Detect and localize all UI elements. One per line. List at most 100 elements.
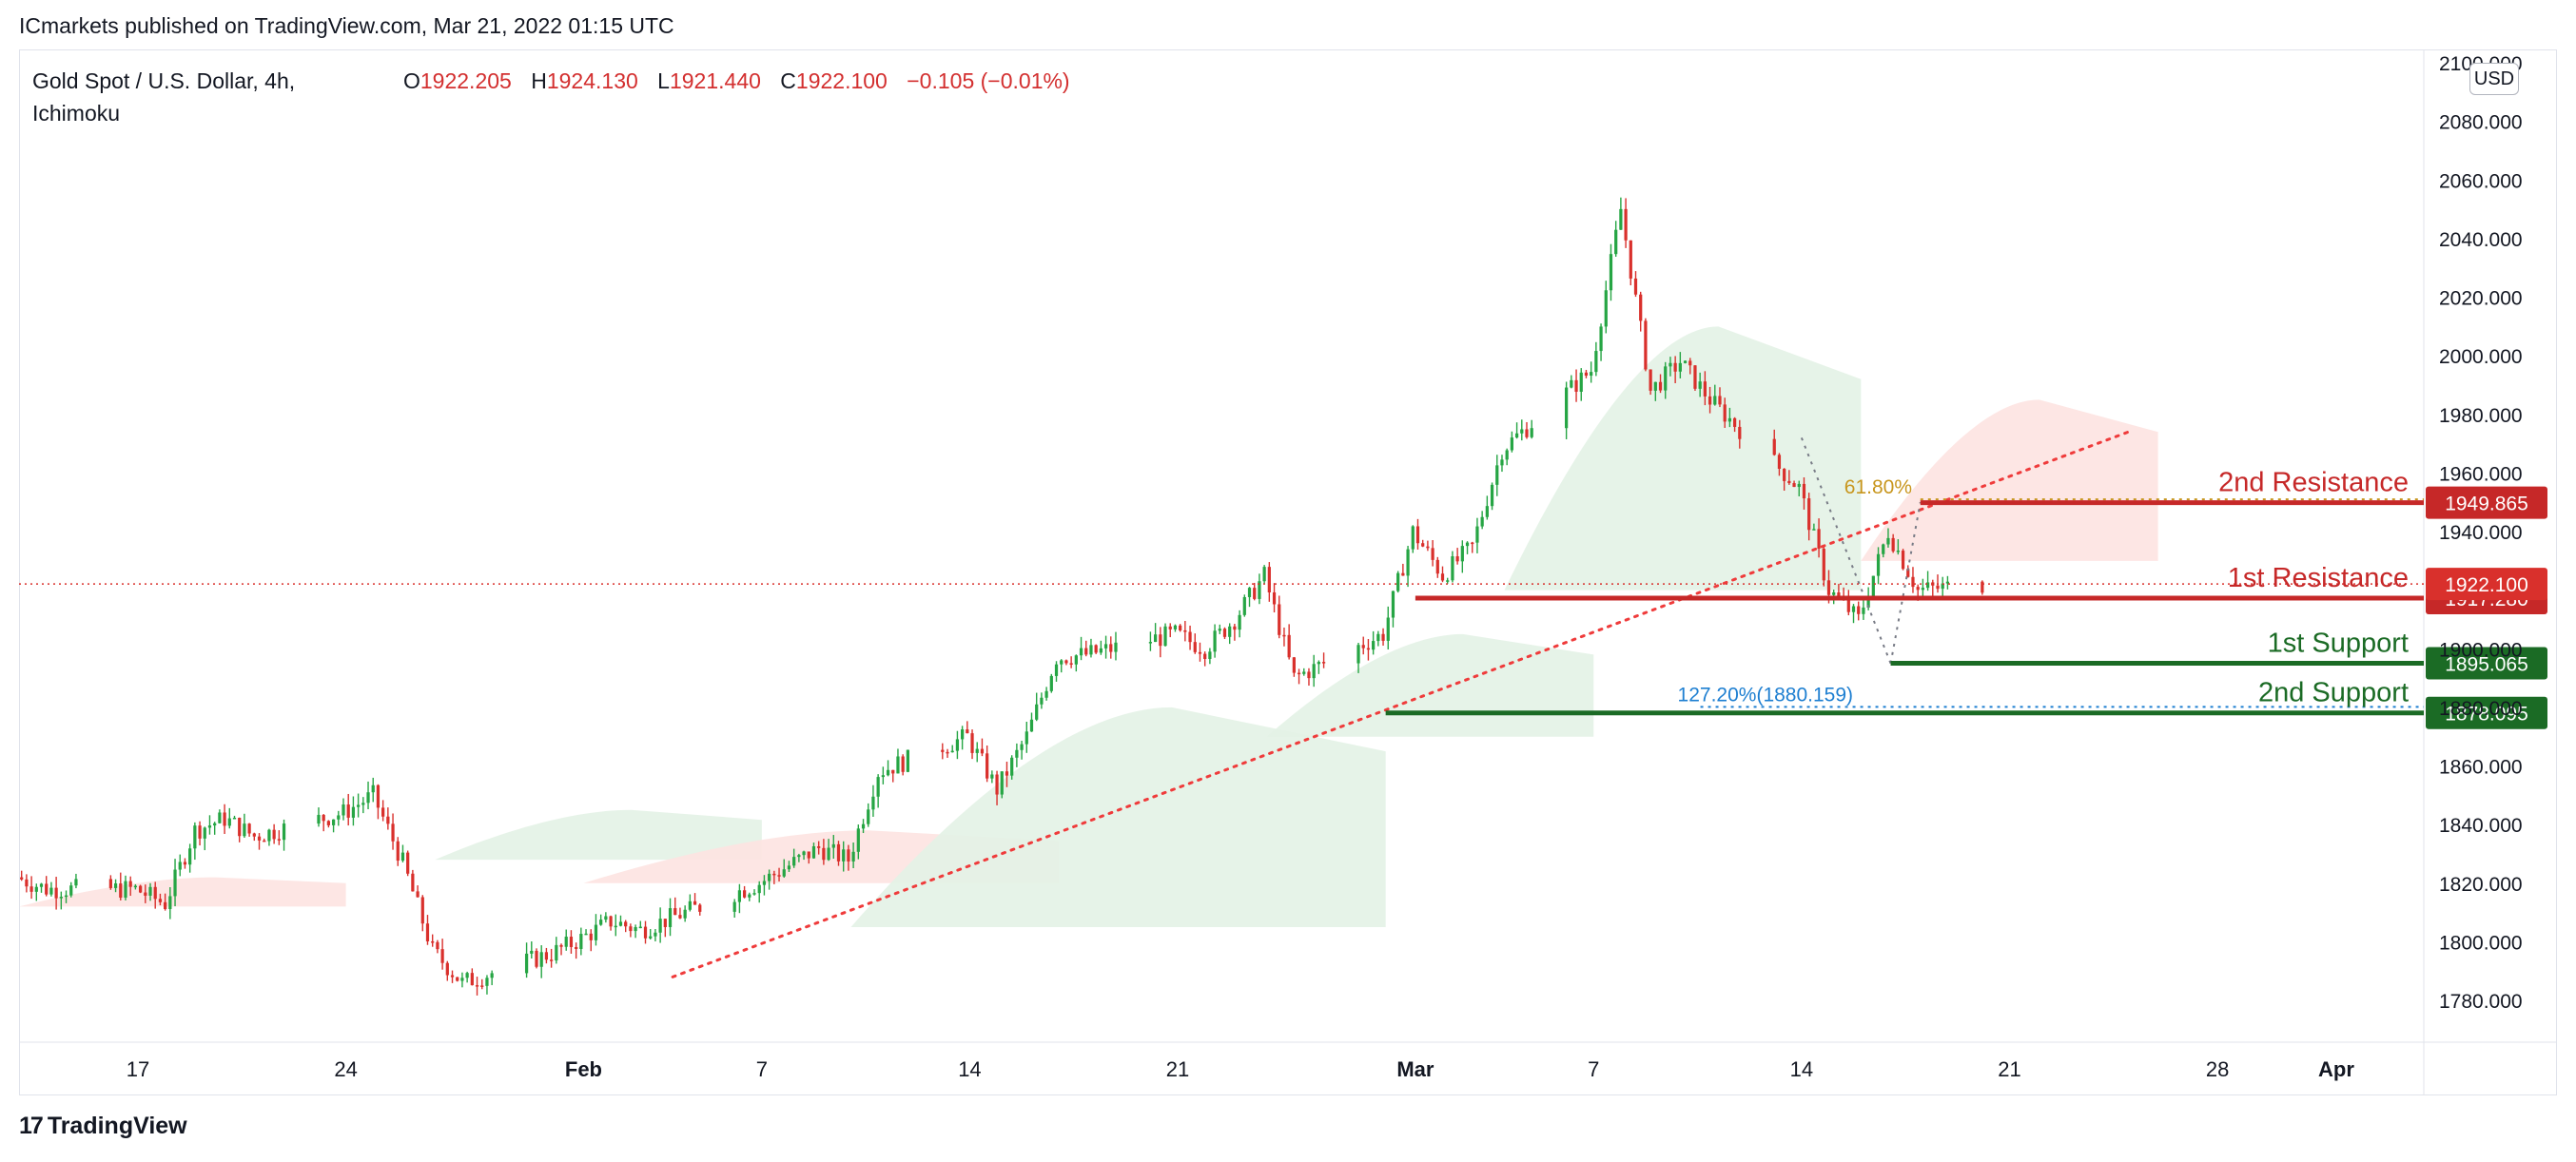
candle-body-109	[649, 936, 653, 939]
candle-body-84	[524, 953, 529, 974]
candle-body-316	[1851, 606, 1856, 612]
close-label: C	[780, 68, 796, 93]
candle-body-201	[1193, 642, 1197, 652]
candle-body-202	[1198, 651, 1202, 654]
candle-body-311	[1826, 580, 1831, 595]
candle-body-233	[1381, 633, 1385, 641]
x-tick-label-0: 17	[127, 1057, 149, 1081]
candle-body-293	[1708, 396, 1712, 405]
candle-body-283	[1658, 381, 1663, 391]
candle-body-140	[831, 843, 835, 848]
candle-body-107	[638, 926, 642, 929]
level-tag-label-3: 1878.095	[2445, 704, 2528, 726]
open-value: 1922.205	[420, 68, 512, 93]
candle-body-47	[282, 823, 286, 841]
level-tag-0	[2426, 486, 2547, 519]
candle-body-45	[272, 829, 276, 840]
candle-body-244	[1435, 559, 1439, 574]
candle-body-317	[1857, 606, 1861, 614]
candle-body-174	[1029, 719, 1034, 732]
candle-body-48	[317, 814, 321, 824]
candle-body-280	[1644, 320, 1648, 370]
candle-body-68	[416, 891, 420, 898]
x-tick-label-1: 24	[334, 1057, 357, 1081]
candle-body-294	[1713, 396, 1717, 405]
candle-body-82	[485, 978, 489, 986]
candle-body-175	[1035, 704, 1039, 720]
candle-body-155	[906, 749, 909, 772]
candle-body-5	[45, 883, 49, 895]
candle-body-273	[1609, 254, 1613, 291]
candle-body-76	[456, 977, 459, 981]
currency-button[interactable]: USD	[2469, 63, 2519, 95]
symbol-title[interactable]: Gold Spot / U.S. Dollar, 4h,	[32, 68, 296, 93]
candle-body-56	[357, 804, 361, 807]
candle-body-43	[263, 840, 266, 842]
candle-body-216	[1267, 567, 1271, 592]
candle-body-324	[1891, 537, 1895, 552]
candle-body-267	[1579, 372, 1583, 392]
y-tick-label-0: 1780.000	[2439, 991, 2523, 1013]
tradingview-logo[interactable]: 17 TradingView	[19, 1113, 187, 1140]
candle-body-198	[1179, 625, 1182, 630]
candle-body-57	[361, 803, 365, 805]
candle-body-168	[1000, 771, 1004, 795]
candle-body-25	[173, 869, 177, 897]
candle-body-37	[232, 817, 237, 820]
candle-body-14	[119, 883, 123, 898]
swing-line-1	[1889, 502, 1922, 664]
candle-body-49	[322, 814, 325, 822]
candle-body-171	[1015, 749, 1019, 758]
candle-body-99	[599, 920, 603, 925]
candle-body-38	[238, 817, 242, 837]
candle-body-29	[193, 825, 197, 849]
candle-body-255	[1490, 484, 1494, 507]
candle-body-187	[1094, 645, 1098, 653]
candle-body-264	[1565, 387, 1569, 429]
candle-body-149	[876, 777, 880, 797]
candle-body-254	[1485, 506, 1489, 517]
candle-body-133	[797, 855, 801, 858]
ichimoku-cloud-0	[19, 877, 346, 907]
candle-body-136	[811, 846, 816, 859]
candle-body-93	[569, 937, 574, 947]
candle-body-303	[1787, 480, 1791, 484]
candle-body-212	[1247, 588, 1252, 597]
candle-body-46	[277, 839, 281, 841]
candle-body-230	[1366, 648, 1371, 650]
candle-body-6	[49, 887, 53, 895]
candle-body-271	[1599, 326, 1603, 352]
candle-body-222	[1297, 672, 1301, 675]
candle-body-287	[1678, 362, 1682, 372]
candle-body-102	[614, 925, 617, 928]
candle-body-96	[584, 933, 588, 936]
candle-body-11	[74, 879, 78, 886]
candle-body-231	[1372, 641, 1376, 650]
indicator-label[interactable]: Ichimoku	[32, 101, 121, 126]
candle-body-172	[1020, 744, 1024, 750]
candle-body-123	[748, 894, 751, 898]
candle-body-159	[955, 739, 960, 751]
close-value: 1922.100	[795, 68, 888, 93]
candle-body-67	[411, 873, 415, 892]
candle-body-166	[990, 774, 994, 779]
candle-body-128	[772, 873, 776, 876]
y-tick-label-12: 2020.000	[2439, 288, 2523, 310]
candle-body-195	[1163, 626, 1167, 647]
candle-body-266	[1574, 379, 1578, 392]
candle-body-245	[1440, 573, 1445, 581]
candle-body-157	[946, 751, 949, 754]
low-label: L	[657, 68, 670, 93]
candle-body-41	[252, 833, 256, 837]
candle-body-182	[1069, 663, 1073, 665]
candle-body-131	[787, 865, 791, 870]
level-name-2: 1st Support	[2268, 628, 2409, 658]
candle-body-151	[886, 769, 890, 776]
candle-body-165	[986, 753, 989, 779]
candle-body-70	[425, 923, 430, 941]
candle-body-326	[1901, 551, 1905, 570]
candle-body-300	[1772, 438, 1776, 455]
ohlc-readout: O1922.205 H1924.130 L1921.440 C1922.100 …	[403, 65, 1083, 97]
candle-body-247	[1451, 556, 1454, 581]
